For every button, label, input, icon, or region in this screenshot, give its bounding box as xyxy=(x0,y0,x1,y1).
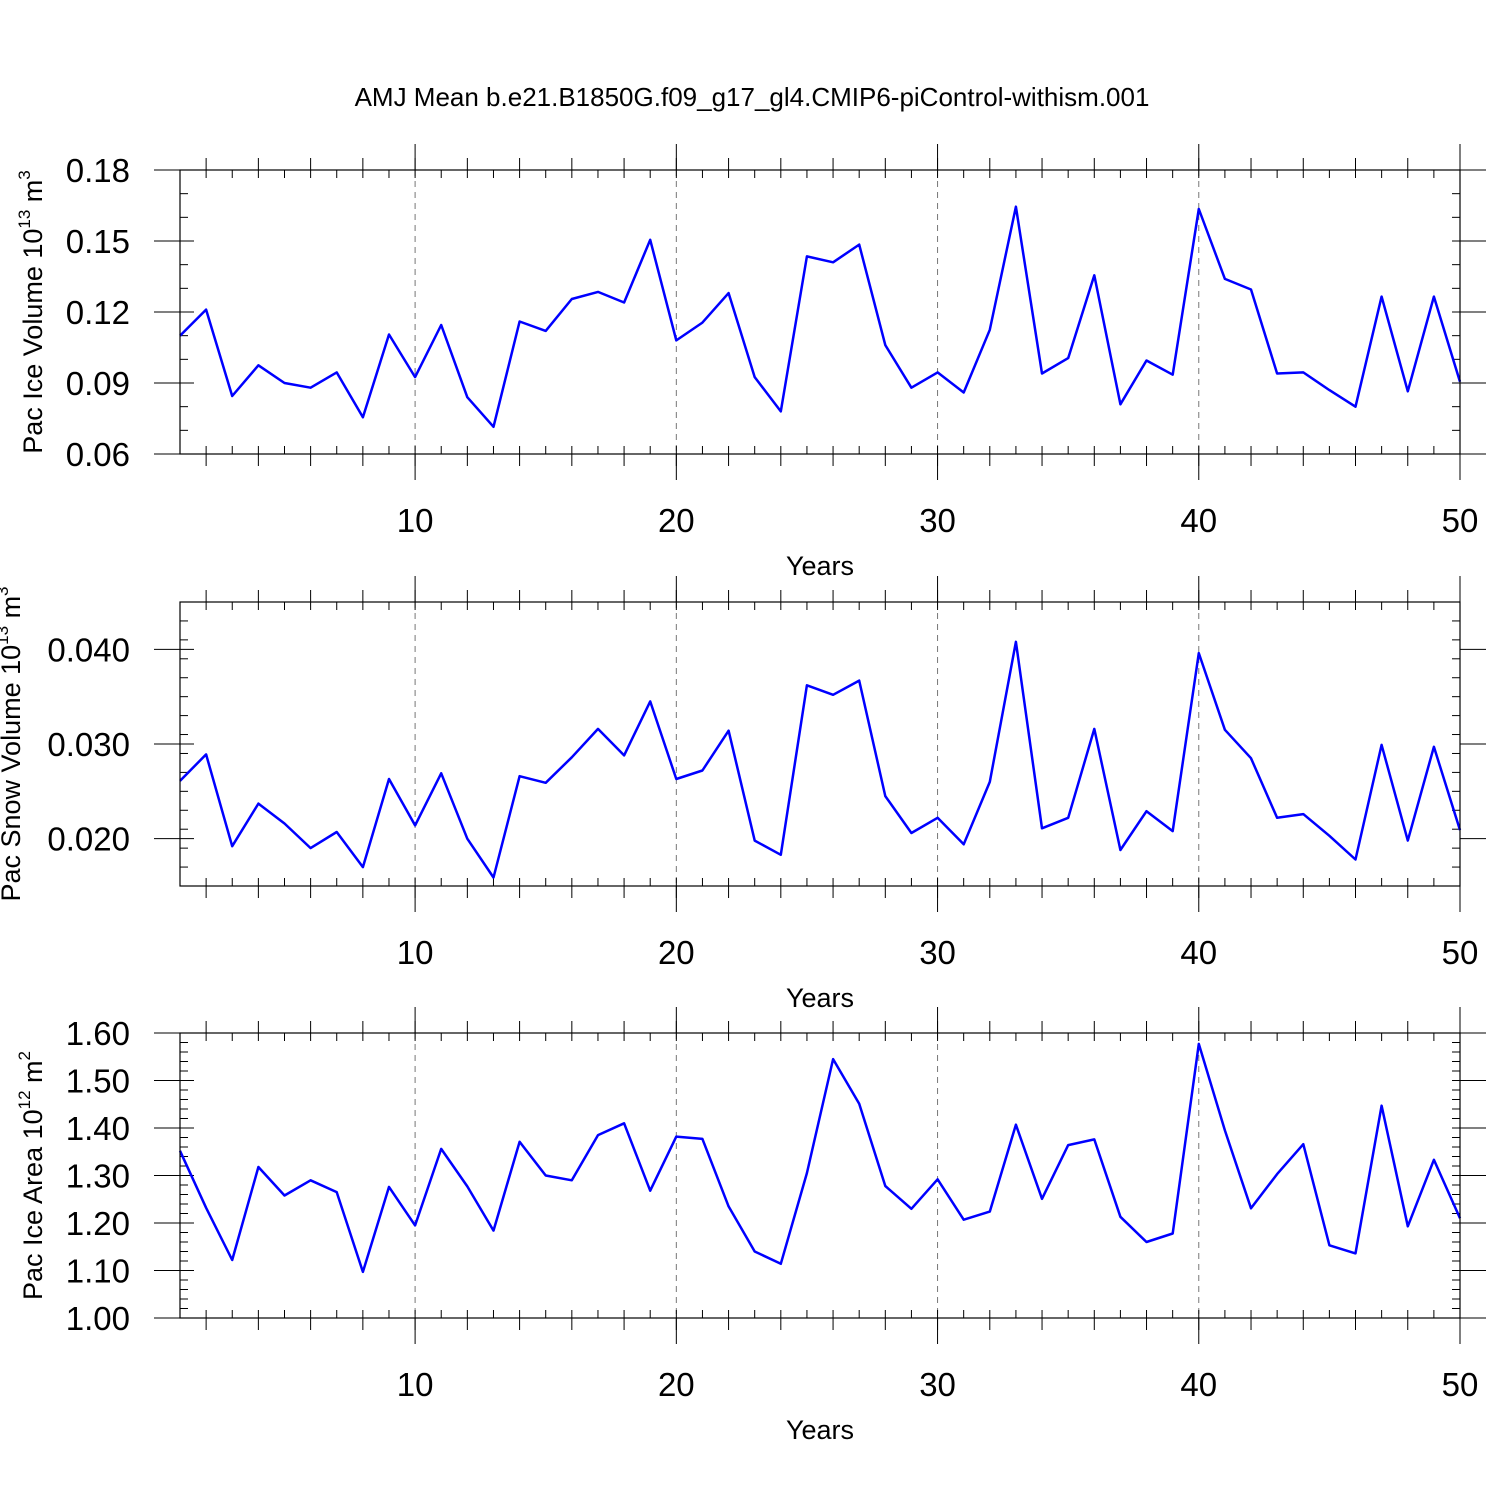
x-tick-label: 50 xyxy=(1442,1366,1479,1403)
y-tick-label: 0.18 xyxy=(66,152,130,189)
y-tick-label: 1.60 xyxy=(66,1015,130,1052)
y-axis-label-part: Pac Ice Area 10 xyxy=(18,1109,48,1300)
y-axis-label-superscript: 12 xyxy=(15,1090,34,1109)
y-tick-label: 0.030 xyxy=(47,726,130,763)
y-axis-label-part: m xyxy=(18,1060,48,1090)
y-tick-label: 1.20 xyxy=(66,1205,130,1242)
x-axis-label: Years xyxy=(786,1415,854,1445)
y-axis-label-part: Pac Ice Volume 10 xyxy=(18,229,48,454)
y-tick-label: 0.040 xyxy=(47,631,130,668)
y-axis-label-part: Pac Snow Volume 10 xyxy=(0,645,26,902)
x-tick-label: 50 xyxy=(1442,934,1479,971)
y-tick-label: 0.06 xyxy=(66,436,130,473)
y-axis-label-part: m xyxy=(18,180,48,210)
x-tick-label: 40 xyxy=(1180,934,1217,971)
y-axis-label-superscript: 13 xyxy=(15,210,34,229)
data-line xyxy=(179,205,1462,429)
x-axis-label: Years xyxy=(786,983,854,1013)
y-tick-label: 0.12 xyxy=(66,294,130,331)
y-tick-label: 1.30 xyxy=(66,1158,130,1195)
y-axis-label-superscript: 13 xyxy=(0,626,12,645)
x-tick-label: 30 xyxy=(919,934,956,971)
x-tick-label: 40 xyxy=(1180,1366,1217,1403)
x-tick-label: 40 xyxy=(1180,502,1217,539)
panel-1: 10 20 30 40 50 0.06 0.09 0.12 0.15 0.18 Years Pac I… xyxy=(15,144,1486,581)
data-line xyxy=(179,640,1462,879)
x-tick-label: 30 xyxy=(919,1366,956,1403)
y-axis-label-superscript: 3 xyxy=(15,170,34,179)
x-tick-label: 20 xyxy=(658,1366,695,1403)
y-tick-label: 1.00 xyxy=(66,1300,130,1337)
data-line xyxy=(178,1042,1462,1274)
y-tick-label: 0.15 xyxy=(66,223,130,260)
y-tick-label: 0.09 xyxy=(66,365,130,402)
x-tick-label: 10 xyxy=(397,1366,434,1403)
panel-2: 10 20 30 40 50 0.020 0.030 0.040 Years Pac Snow V… xyxy=(0,576,1486,1013)
panel-3: 10 20 30 40 50 1.00 1.10 1.20 1.30 1.40 1.50 1.60 Ye… xyxy=(15,1007,1486,1445)
y-axis-label-superscript: 3 xyxy=(0,586,12,595)
y-axis-label: Pac Ice Volume 1013 m3 xyxy=(15,170,48,454)
y-axis-label-superscript: 2 xyxy=(15,1051,34,1060)
chart-title: AMJ Mean b.e21.B1850G.f09_g17_gl4.CMIP6-… xyxy=(355,82,1150,112)
x-tick-label: 50 xyxy=(1442,502,1479,539)
x-tick-label: 20 xyxy=(658,502,695,539)
y-axis-label-part: m xyxy=(0,596,26,626)
y-axis-label: Pac Ice Area 1012 m2 xyxy=(15,1051,48,1300)
x-axis-label: Years xyxy=(786,551,854,581)
x-tick-label: 20 xyxy=(658,934,695,971)
y-tick-label: 1.50 xyxy=(66,1063,130,1100)
y-axis-label: Pac Snow Volume 1013 m3 xyxy=(0,586,26,901)
y-tick-label: 1.10 xyxy=(66,1253,130,1290)
x-tick-label: 10 xyxy=(397,502,434,539)
plot-frame xyxy=(179,601,1461,887)
plot-frame xyxy=(179,169,1461,455)
plot-frame xyxy=(179,1032,1461,1319)
x-tick-label: 10 xyxy=(397,934,434,971)
y-tick-label: 1.40 xyxy=(66,1110,130,1147)
x-tick-label: 30 xyxy=(919,502,956,539)
panels: 10 20 30 40 50 0.06 0.09 0.12 0.15 0.18 Years Pac I… xyxy=(0,144,1486,1445)
y-tick-label: 0.020 xyxy=(47,821,130,858)
